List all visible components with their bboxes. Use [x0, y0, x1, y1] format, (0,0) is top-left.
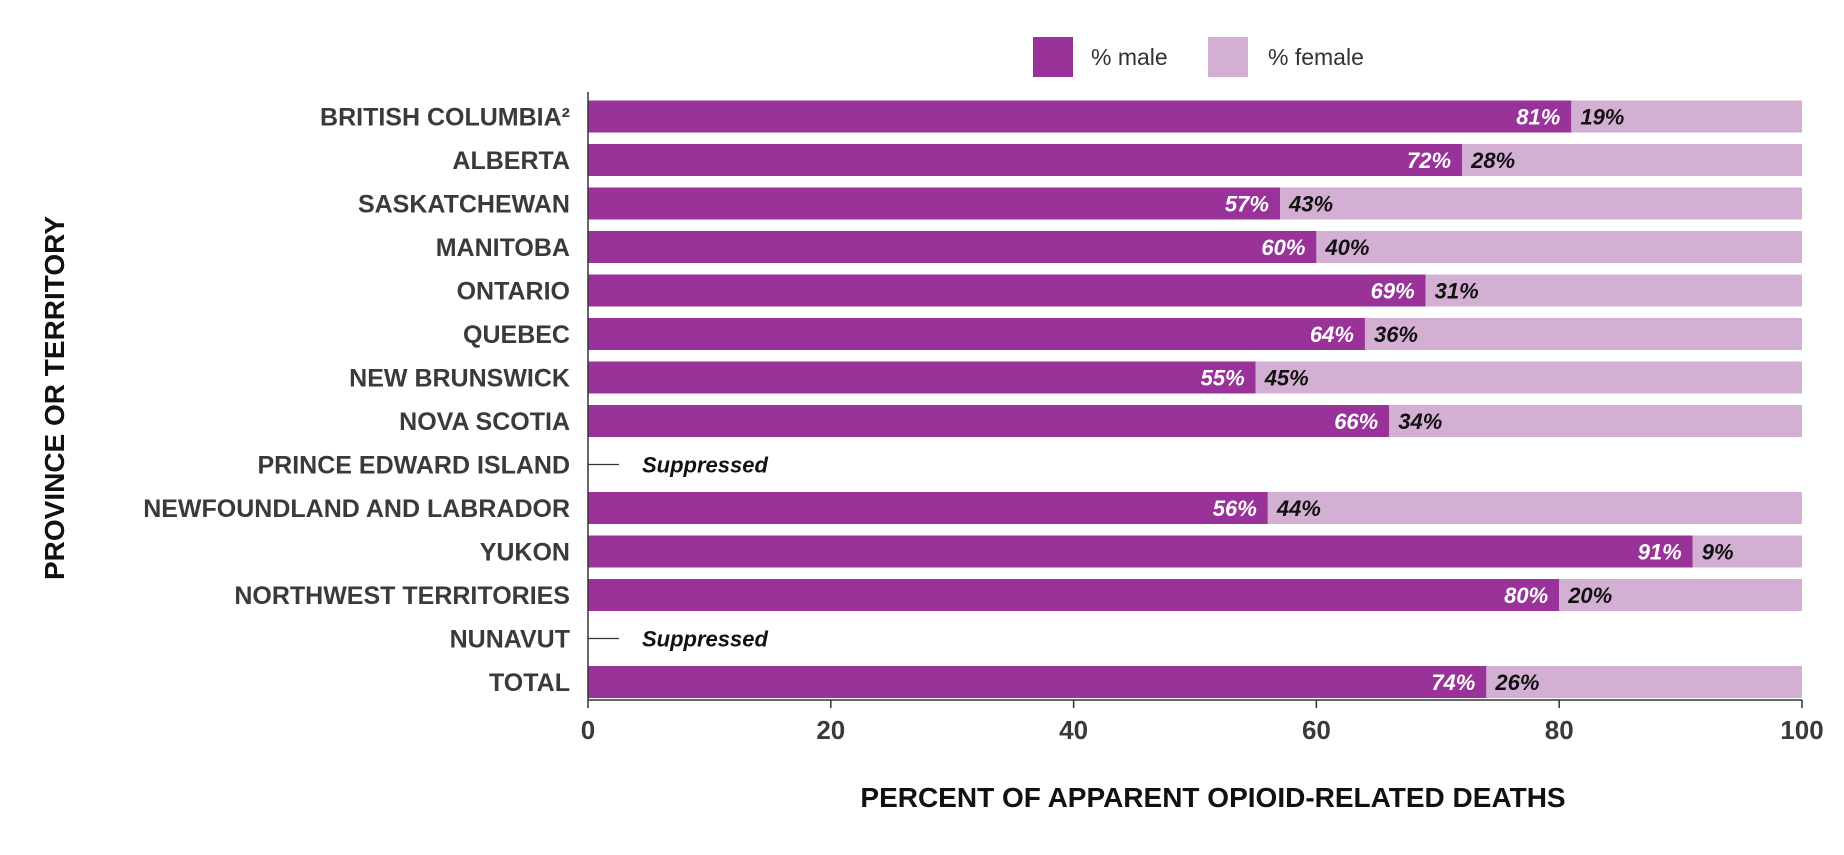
- suppressed-label-prince-edward-island: Suppressed: [642, 453, 768, 478]
- value-label-female-newfoundland-and-labrador: 44%: [1276, 496, 1321, 521]
- bar-male-northwest-territories: [588, 579, 1560, 611]
- value-label-male-yukon: 91%: [1638, 540, 1682, 565]
- value-label-male-alberta: 72%: [1407, 148, 1451, 173]
- bar-male-newfoundland-and-labrador: [588, 492, 1268, 524]
- category-label-prince-edward-island: PRINCE EDWARD ISLAND: [257, 452, 570, 480]
- value-label-female-british-columbia: 19%: [1580, 105, 1624, 130]
- value-label-male-total: 74%: [1431, 670, 1475, 695]
- category-labels: BRITISH COLUMBIA² ALBERTA SASKATCHEWAN MANI…: [143, 104, 570, 698]
- category-label-nova-scotia: NOVA SCOTIA: [399, 408, 570, 436]
- x-tick-label-20: 20: [816, 715, 845, 745]
- value-label-female-alberta: 28%: [1470, 148, 1515, 173]
- category-label-nunavut: NUNAVUT: [450, 626, 570, 654]
- bar-male-new-brunswick: [588, 361, 1256, 394]
- axes: 0 20 40 60 80 100: [581, 92, 1824, 745]
- bar-male-yukon: [588, 535, 1693, 568]
- x-axis-title: PERCENT OF APPARENT OPIOID-RELATED DEATH…: [860, 782, 1565, 813]
- x-tick-label-100: 100: [1780, 715, 1823, 745]
- bar-male-ontario: [588, 274, 1426, 307]
- legend: % male % female: [1033, 37, 1364, 77]
- value-label-female-new-brunswick: 45%: [1264, 366, 1309, 391]
- value-label-male-manitoba: 60%: [1261, 235, 1305, 260]
- value-label-female-ontario: 31%: [1435, 279, 1479, 304]
- value-label-male-british-columbia: 81%: [1516, 105, 1560, 130]
- bar-male-total: [588, 666, 1487, 698]
- bar-female-ontario: [1425, 274, 1802, 307]
- bar-female-quebec: [1364, 318, 1802, 350]
- value-label-male-new-brunswick: 55%: [1201, 366, 1245, 391]
- category-label-ontario: ONTARIO: [457, 278, 570, 306]
- value-labels: 81% 19% 72% 28% 57% 43% 60% 40%69% 31% 64% 36% 55% 4…: [642, 105, 1734, 696]
- x-tick-label-0: 0: [581, 715, 595, 745]
- legend-label-male: % male: [1091, 44, 1168, 70]
- legend-label-female: % female: [1268, 44, 1364, 70]
- bar-female-alberta: [1462, 144, 1802, 176]
- y-axis-title: PROVINCE OR TERRITORY: [39, 216, 70, 580]
- bar-male-nova-scotia: [588, 405, 1390, 437]
- bar-female-manitoba: [1316, 231, 1802, 263]
- value-label-male-ontario: 69%: [1371, 279, 1415, 304]
- value-label-female-total: 26%: [1494, 670, 1539, 695]
- bar-male-british-columbia: [588, 100, 1572, 133]
- bar-female-saskatchewan: [1279, 187, 1802, 220]
- category-label-northwest-territories: NORTHWEST TERRITORIES: [234, 582, 570, 610]
- bar-male-saskatchewan: [588, 187, 1280, 220]
- category-label-newfoundland-and-labrador: NEWFOUNDLAND AND LABRADOR: [143, 495, 570, 523]
- value-label-male-newfoundland-and-labrador: 56%: [1213, 496, 1257, 521]
- value-label-male-saskatchewan: 57%: [1225, 192, 1269, 217]
- category-label-manitoba: MANITOBA: [436, 234, 570, 262]
- bar-female-new-brunswick: [1255, 361, 1802, 394]
- bar-female-northwest-territories: [1559, 579, 1802, 611]
- bar-male-quebec: [588, 318, 1365, 350]
- legend-swatch-male: [1033, 37, 1073, 77]
- value-label-female-manitoba: 40%: [1324, 235, 1369, 260]
- value-label-male-nova-scotia: 66%: [1334, 409, 1378, 434]
- value-label-female-nova-scotia: 34%: [1398, 409, 1442, 434]
- category-label-new-brunswick: NEW BRUNSWICK: [349, 365, 570, 393]
- x-ticks: 0 20 40 60 80 100: [581, 700, 1824, 745]
- bar-male-manitoba: [588, 231, 1317, 263]
- category-label-saskatchewan: SASKATCHEWAN: [358, 191, 570, 219]
- category-label-total: TOTAL: [489, 669, 570, 697]
- x-tick-label-80: 80: [1545, 715, 1574, 745]
- value-label-female-saskatchewan: 43%: [1288, 192, 1333, 217]
- category-label-alberta: ALBERTA: [452, 147, 570, 175]
- x-tick-label-40: 40: [1059, 715, 1088, 745]
- category-label-quebec: QUEBEC: [463, 321, 570, 349]
- bar-female-nova-scotia: [1389, 405, 1802, 437]
- bar-female-british-columbia: [1571, 100, 1802, 133]
- value-label-male-quebec: 64%: [1310, 322, 1354, 347]
- bar-female-total: [1486, 666, 1802, 698]
- x-tick-label-60: 60: [1302, 715, 1331, 745]
- legend-swatch-female: [1208, 37, 1248, 77]
- bar-female-newfoundland-and-labrador: [1267, 492, 1802, 524]
- bar-male-alberta: [588, 144, 1463, 176]
- value-label-female-quebec: 36%: [1374, 322, 1418, 347]
- bar-female-yukon: [1692, 535, 1802, 568]
- value-label-female-yukon: 9%: [1702, 540, 1734, 565]
- category-label-yukon: YUKON: [480, 539, 570, 567]
- suppressed-label-nunavut: Suppressed: [642, 627, 768, 652]
- bars-layer: [588, 100, 1802, 698]
- value-label-female-northwest-territories: 20%: [1567, 583, 1612, 608]
- value-label-male-northwest-territories: 80%: [1504, 583, 1548, 608]
- category-label-british-columbia: BRITISH COLUMBIA²: [320, 104, 570, 132]
